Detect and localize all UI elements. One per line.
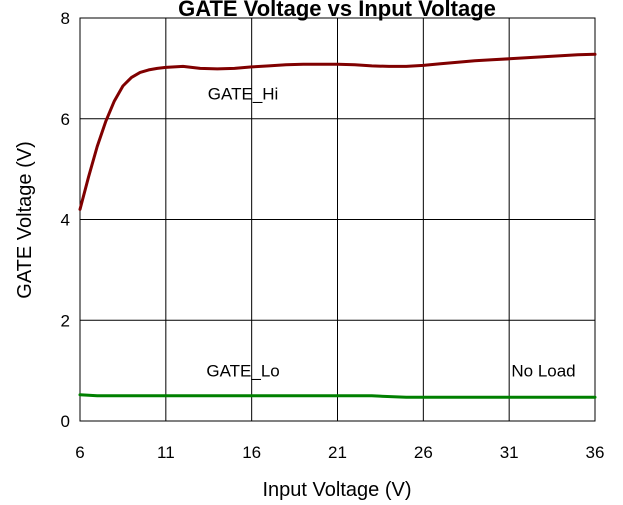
y-tick-label: 8 bbox=[61, 9, 70, 28]
tick-labels: 6 11 16 21 26 31 36 0 2 4 6 8 bbox=[61, 9, 605, 462]
chart-title: GATE Voltage vs Input Voltage bbox=[178, 0, 496, 21]
series-line-gate-hi bbox=[78, 52, 597, 211]
y-tick-label: 6 bbox=[61, 110, 70, 129]
series-layer bbox=[78, 52, 597, 399]
y-tick-label: 2 bbox=[61, 311, 70, 330]
x-axis-title: Input Voltage (V) bbox=[263, 479, 412, 501]
x-tick-label: 26 bbox=[414, 443, 433, 462]
y-tick-label: 4 bbox=[61, 211, 70, 230]
annotation-label: GATE_Hi bbox=[208, 85, 279, 104]
x-tick-label: 16 bbox=[242, 443, 261, 462]
annotation-label: GATE_Lo bbox=[206, 362, 279, 381]
x-tick-label: 36 bbox=[586, 443, 605, 462]
x-tick-label: 6 bbox=[75, 443, 84, 462]
grid-lines bbox=[80, 18, 595, 421]
series-line-gate-lo bbox=[78, 393, 597, 399]
y-axis-title: GATE Voltage (V) bbox=[14, 141, 36, 298]
x-tick-label: 11 bbox=[157, 443, 175, 462]
annotation-label: No Load bbox=[511, 362, 575, 381]
plot-area-frame bbox=[79, 17, 596, 422]
x-tick-label: 31 bbox=[500, 443, 519, 462]
y-tick-label: 0 bbox=[61, 412, 70, 431]
x-tick-label: 21 bbox=[328, 443, 347, 462]
annotations: GATE_Hi GATE_Lo No Load bbox=[206, 85, 575, 381]
